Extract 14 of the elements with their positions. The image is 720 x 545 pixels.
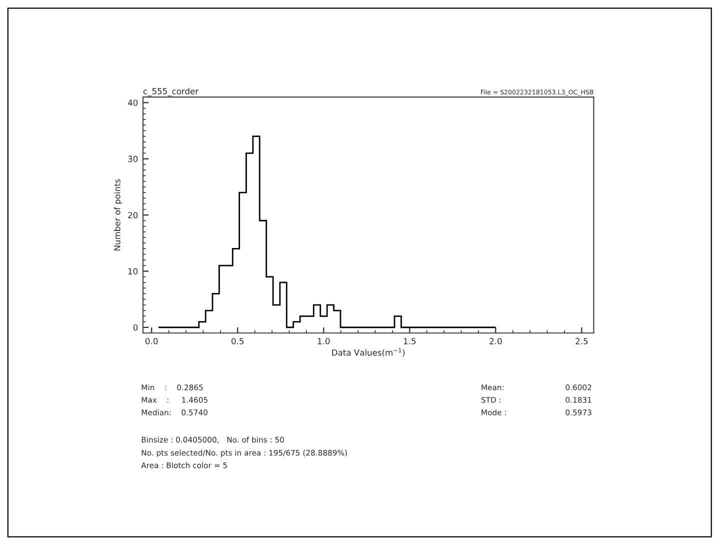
x-tick-label: 0.0 [146, 338, 158, 344]
x-tick-label: 2.0 [490, 338, 502, 344]
x-tick-label: 1.5 [404, 338, 416, 344]
y-tick-label: 40 [128, 100, 138, 106]
chart-title: c_555_corder [143, 88, 199, 96]
y-tick-label: 20 [128, 212, 138, 218]
x-tick-label: 1.0 [318, 338, 330, 344]
x-tick-label: 0.5 [232, 338, 244, 344]
y-tick-label: 0 [133, 324, 138, 331]
y-tick-label: 10 [128, 268, 138, 274]
x-tick-label: 2.5 [576, 338, 588, 344]
y-axis-title: Number of points [114, 179, 122, 250]
x-axis-title: Data Values(m$^{−1}$) [332, 348, 405, 357]
y-tick-label: 30 [128, 156, 138, 162]
